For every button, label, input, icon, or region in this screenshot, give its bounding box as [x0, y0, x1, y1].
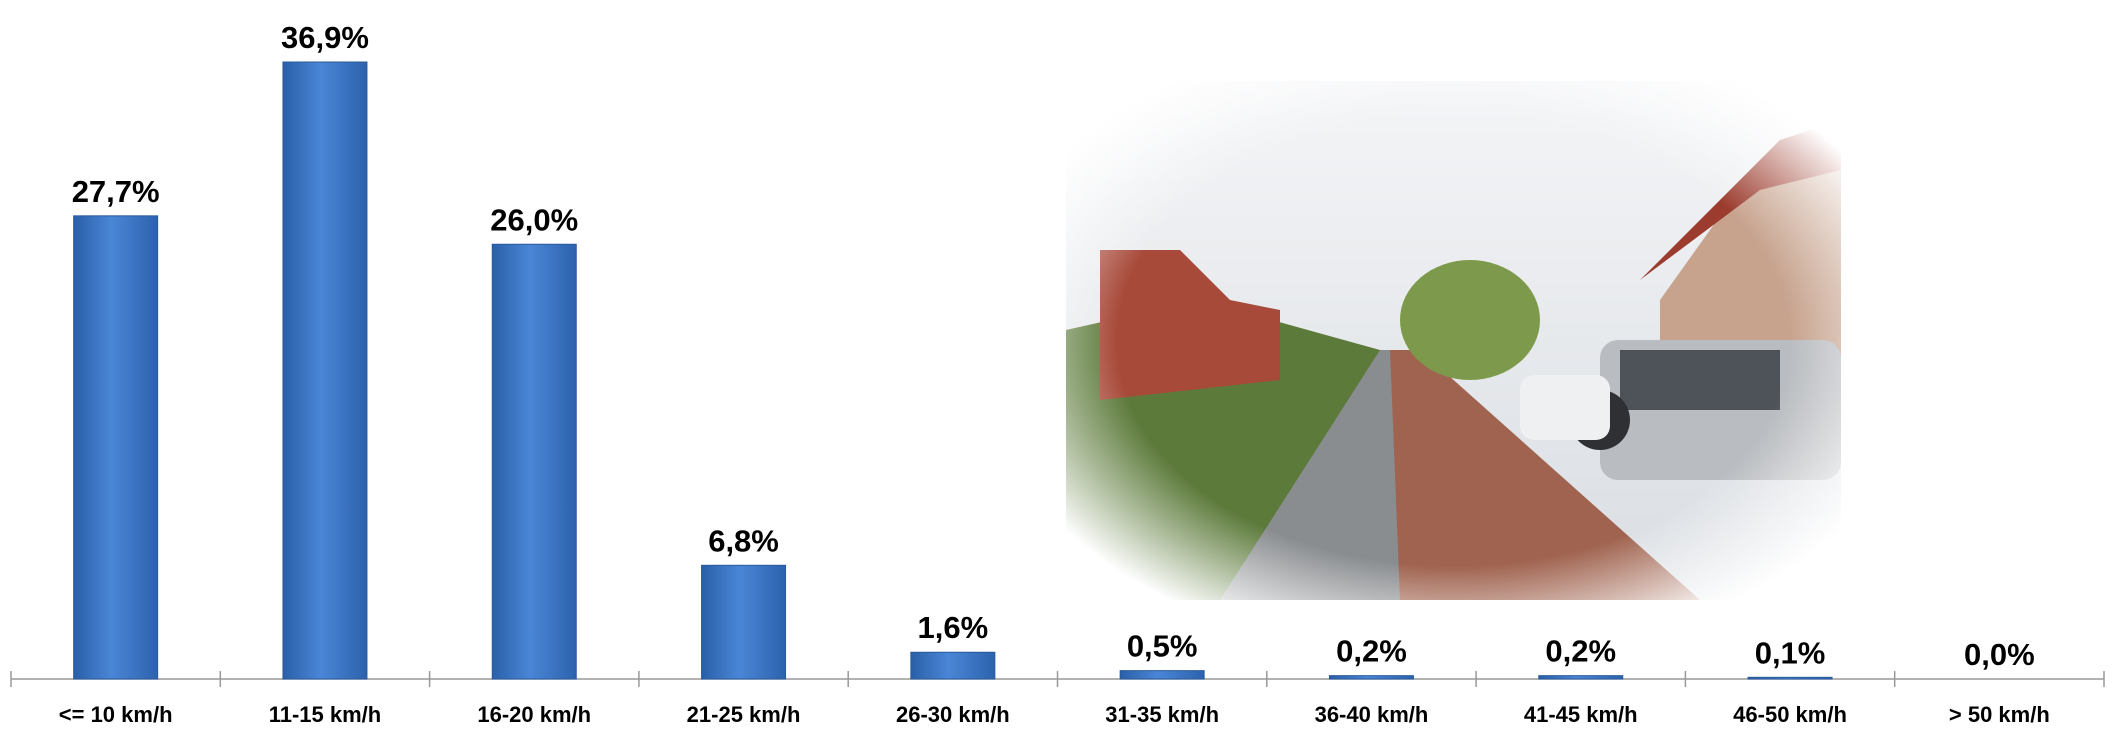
value-label: 36,9%: [281, 20, 369, 55]
x-tick-label: 31-35 km/h: [1105, 702, 1219, 727]
x-tick-label: 41-45 km/h: [1524, 702, 1638, 727]
value-label: 0,0%: [1964, 637, 2035, 672]
value-label: 0,2%: [1545, 634, 1616, 669]
x-tick-label: > 50 km/h: [1949, 702, 2050, 727]
x-tick-label: 11-15 km/h: [269, 702, 382, 727]
bar: [282, 61, 368, 680]
bar: [701, 564, 787, 680]
bar: [73, 215, 159, 680]
x-tick-label: <= 10 km/h: [59, 702, 173, 727]
street-photo: [1066, 81, 1841, 600]
bar: [910, 651, 996, 680]
x-tick-label: 21-25 km/h: [687, 702, 801, 727]
bar: [1538, 675, 1624, 680]
value-label: 0,5%: [1127, 629, 1198, 664]
x-tick-label: 16-20 km/h: [477, 702, 591, 727]
value-label: 6,8%: [708, 523, 779, 558]
bar: [491, 243, 577, 680]
bar: [1747, 676, 1833, 680]
x-tick-label: 46-50 km/h: [1733, 702, 1847, 727]
bar: [1328, 675, 1414, 680]
value-label: 27,7%: [72, 174, 160, 209]
value-label: 0,2%: [1336, 634, 1407, 669]
value-label: 26,0%: [490, 202, 578, 237]
bar: [1119, 670, 1205, 680]
x-tick-label: 26-30 km/h: [896, 702, 1010, 727]
x-tick-label: 36-40 km/h: [1315, 702, 1429, 727]
value-label: 1,6%: [918, 610, 989, 645]
value-label: 0,1%: [1755, 635, 1826, 670]
